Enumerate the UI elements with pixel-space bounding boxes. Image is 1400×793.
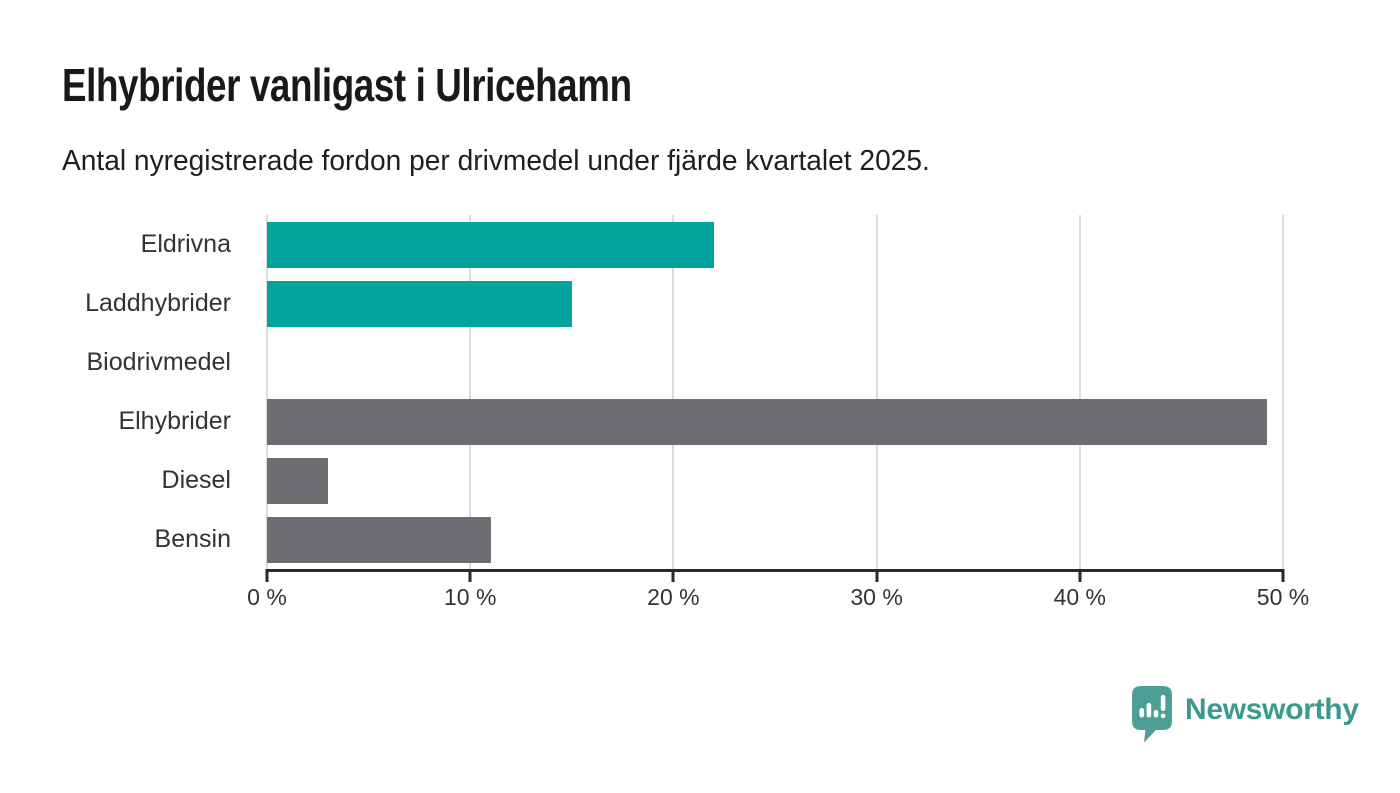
bar-row-bensin [267,510,1283,569]
chart-title: Elhybrider vanligast i Ulricehamn [62,59,632,111]
bar-elhybrider [267,398,1267,445]
newsworthy-logo-text: Newsworthy [1185,693,1359,726]
bar-row-laddhybrider [267,274,1283,333]
gridline-50pct [1282,215,1284,569]
x-axis-tick-label-10: 10 % [443,584,497,610]
x-axis-tick-30 [875,569,879,582]
category-axis-labels: Eldrivna Laddhybrider Biodrivmedel Elhybrid… [0,215,249,569]
gridline-40pct [1078,215,1081,569]
x-axis-tick-40 [1078,569,1082,582]
bar-rows [267,215,1283,569]
x-axis-tick-10 [468,569,472,582]
newsworthy-logo: Newsworthy [1132,686,1359,743]
bar-laddhybrider [267,280,572,327]
bar-diesel [267,457,328,504]
gridline-20pct [672,215,675,569]
category-label-diesel: Diesel [161,466,231,494]
x-axis-tick-label-30: 30 % [850,584,903,610]
bar-eldrivna [267,221,715,268]
gridline-0pct [266,215,268,569]
x-axis-tick-0 [265,569,269,582]
gridline-10pct [469,215,472,569]
gridline-30pct [875,215,878,569]
plot-area: 0 % 10 % 20 % 30 % 40 % 50 % [247,215,1309,610]
bar-row-biodrivmedel [267,333,1283,392]
bar-bensin [267,516,491,563]
x-axis-tick-label-40: 40 % [1053,584,1107,610]
newsworthy-bubble-chart-icon [1132,686,1172,743]
x-axis-tick-50 [1281,569,1285,582]
chart-subtitle: Antal nyregistrerade fordon per drivmede… [62,145,930,177]
x-axis-tick-label-20: 20 % [647,584,700,610]
x-axis-tick-label-0: 0 % [247,584,287,610]
category-label-bensin: Bensin [154,525,231,553]
x-axis-tick-20 [671,569,675,582]
bar-row-diesel [267,451,1283,510]
x-axis-tick-label-50: 50 % [1256,584,1310,610]
category-label-laddhybrider: Laddhybrider [85,289,231,317]
category-label-elhybrider: Elhybrider [118,407,231,435]
category-label-biodrivmedel: Biodrivmedel [86,348,231,376]
category-label-eldrivna: Eldrivna [140,230,231,258]
bar-row-eldrivna [267,215,1283,274]
bar-row-elhybrider [267,392,1283,451]
